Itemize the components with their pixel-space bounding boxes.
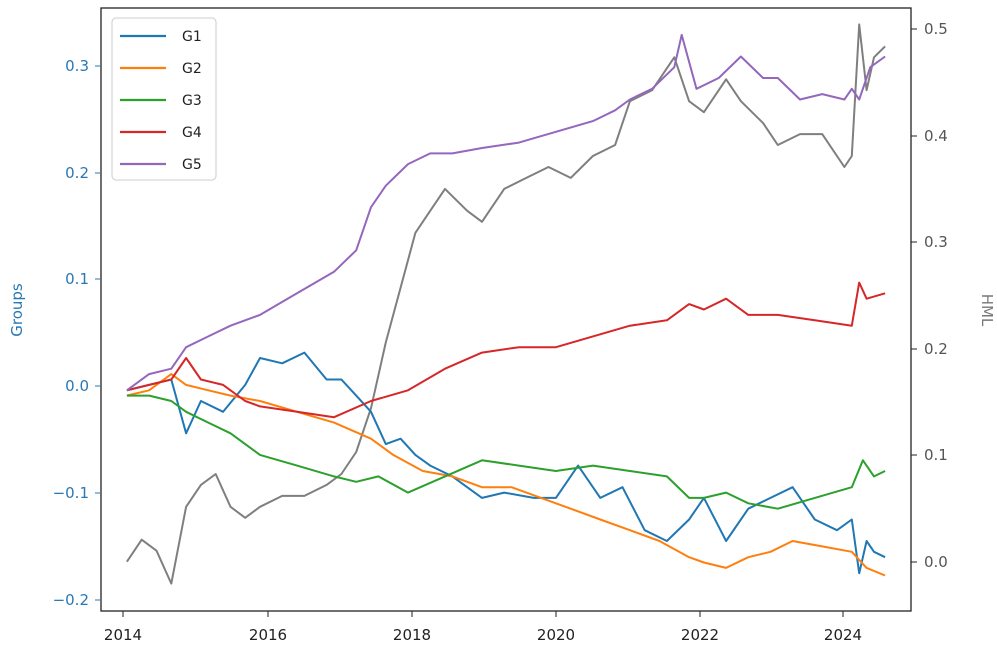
series-line-g3 (126, 394, 886, 510)
x-tick-label-5: 2024 (824, 626, 862, 644)
x-tick: 2016 (249, 611, 287, 644)
y-axis-left-label: Groups (8, 283, 26, 337)
legend-item-g5: G5 (120, 157, 202, 173)
legend-item-g4: G4 (120, 125, 202, 141)
x-tick-label-0: 2014 (104, 626, 142, 644)
x-axis: 2014 2016 2018 2020 2022 2024 (104, 611, 862, 644)
x-tick: 2024 (824, 611, 862, 644)
legend: G1 G2 G3 G4 G5 (111, 17, 217, 181)
legend-label: G2 (182, 61, 202, 77)
legend-label: G1 (182, 29, 202, 45)
y-right-tick: 0.1 (911, 446, 948, 464)
y-right-tick-label-3: 0.2 (924, 340, 948, 358)
legend-label: G5 (182, 157, 202, 173)
series-line-g1 (126, 351, 886, 575)
y-left-tick-label-3: 0.0 (65, 377, 89, 395)
y-axis-right: 0.5 0.4 0.3 0.2 0.1 0.0 HML (911, 20, 996, 571)
y-left-tick: 0.1 (65, 270, 101, 288)
legend-label: G4 (182, 125, 202, 141)
x-tick: 2014 (104, 611, 142, 644)
x-tick-label-3: 2020 (537, 626, 575, 644)
y-left-tick: 0.3 (65, 57, 101, 75)
y-left-tick: −0.1 (53, 484, 101, 502)
x-tick: 2018 (393, 611, 431, 644)
y-right-tick-label-2: 0.3 (924, 233, 948, 251)
x-tick: 2020 (537, 611, 575, 644)
y-left-tick-label-5: −0.2 (53, 591, 89, 609)
y-right-tick-label-4: 0.1 (924, 446, 948, 464)
legend-item-g3: G3 (120, 93, 202, 109)
x-tick-label-2: 2018 (393, 626, 431, 644)
x-tick-label-4: 2022 (681, 626, 719, 644)
series-line-hml (126, 23, 886, 585)
y-axis-left: 0.3 0.2 0.1 0.0 −0.1 −0.2 Groups (8, 57, 101, 609)
y-left-tick: 0.2 (65, 164, 101, 182)
y-left-tick: −0.2 (53, 591, 101, 609)
series-line-g2 (126, 373, 886, 577)
y-right-tick-label-0: 0.5 (924, 20, 948, 38)
series-layer (126, 23, 886, 585)
x-tick: 2022 (681, 611, 719, 644)
x-tick-label-1: 2016 (249, 626, 287, 644)
y-left-tick-label-2: 0.1 (65, 270, 89, 288)
y-left-tick-label-4: −0.1 (53, 484, 89, 502)
y-right-tick-label-1: 0.4 (924, 127, 948, 145)
y-right-tick: 0.0 (911, 553, 948, 571)
legend-item-g1: G1 (120, 29, 202, 45)
y-right-tick: 0.4 (911, 127, 948, 145)
y-left-tick-label-1: 0.2 (65, 164, 89, 182)
legend-label: G3 (182, 93, 202, 109)
legend-item-g2: G2 (120, 61, 202, 77)
y-left-tick: 0.0 (65, 377, 101, 395)
plot-frame (100, 7, 912, 612)
series-line-g5 (126, 33, 886, 392)
y-right-tick: 0.3 (911, 233, 948, 251)
y-axis-right-label: HML (978, 294, 996, 327)
series-line-g4 (126, 281, 886, 419)
y-right-tick: 0.2 (911, 340, 948, 358)
y-right-tick: 0.5 (911, 20, 948, 38)
y-right-tick-label-5: 0.0 (924, 553, 948, 571)
y-left-tick-label-0: 0.3 (65, 57, 89, 75)
